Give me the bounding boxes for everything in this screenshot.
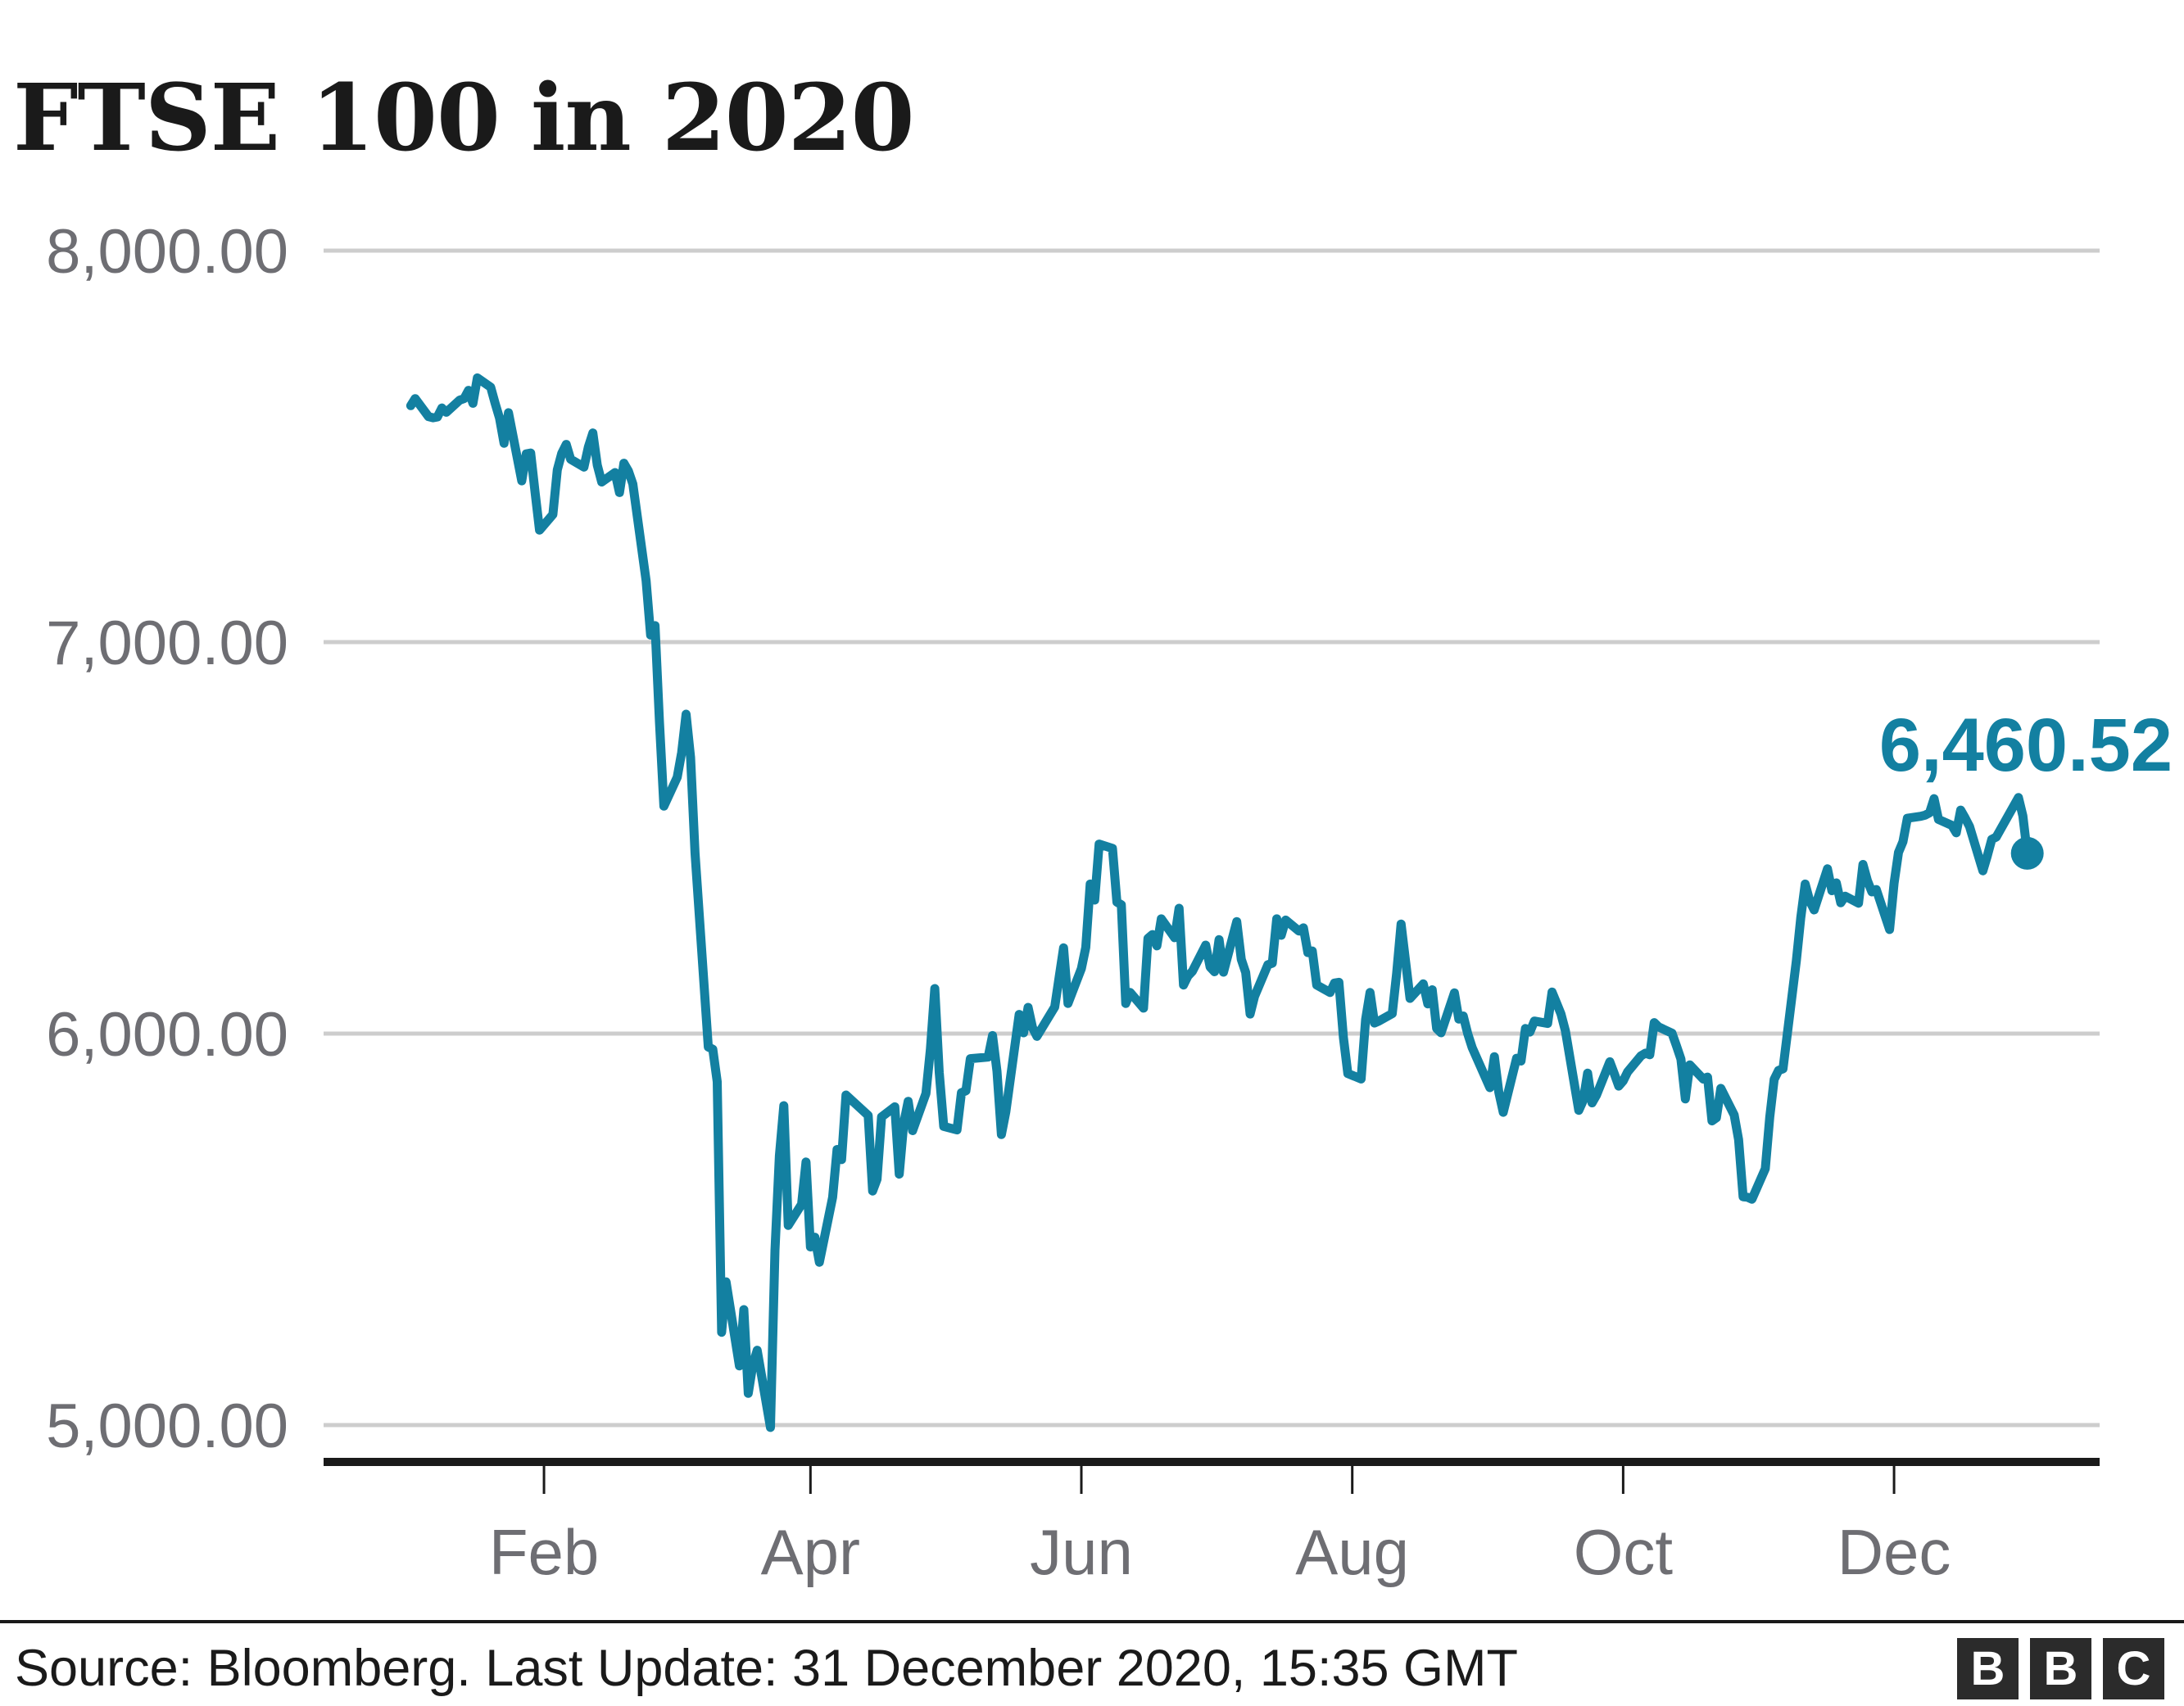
footer-divider [0, 1620, 2184, 1623]
bbc-logo-block-3: C [2103, 1638, 2164, 1699]
y-axis-label-8000: 8,000.00 [46, 217, 288, 287]
x-axis-label-apr: Apr [761, 1516, 860, 1588]
bbc-logo-block-2: B [2030, 1638, 2091, 1699]
y-axis-label-6000: 6,000.00 [46, 1000, 288, 1070]
x-axis: Feb Apr Jun Aug Oct Dec [324, 1458, 2100, 1588]
x-axis-label-aug: Aug [1295, 1516, 1409, 1588]
x-axis-label-jun: Jun [1030, 1516, 1133, 1588]
x-axis-label-dec: Dec [1837, 1516, 1951, 1588]
gridlines [324, 248, 2100, 1428]
y-axis-labels: 8,000.00 7,000.00 6,000.00 5,000.00 [46, 217, 288, 1461]
y-axis-label-5000: 5,000.00 [46, 1391, 288, 1461]
bbc-logo-letter-c: C [2116, 1641, 2151, 1695]
bbc-logo-letter-b1: B [1970, 1641, 2005, 1695]
x-axis-label-feb: Feb [489, 1516, 599, 1588]
series-line [406, 373, 2032, 1432]
x-axis-baseline [324, 1458, 2100, 1466]
bbc-logo-letter-b2: B [2043, 1641, 2078, 1695]
bbc-logo-block-1: B [1957, 1638, 2019, 1699]
x-axis-label-oct: Oct [1574, 1516, 1674, 1588]
end-value-label: 6,460.52 [1879, 704, 2173, 787]
end-point-dot [2010, 836, 2044, 870]
y-axis-label-7000: 7,000.00 [46, 609, 288, 678]
source-text: Source: Bloomberg. Last Update: 31 Decem… [15, 1640, 1518, 1697]
bbc-logo: B B C [1957, 1638, 2164, 1699]
page-title: FTSE 100 in 2020 [13, 65, 915, 173]
